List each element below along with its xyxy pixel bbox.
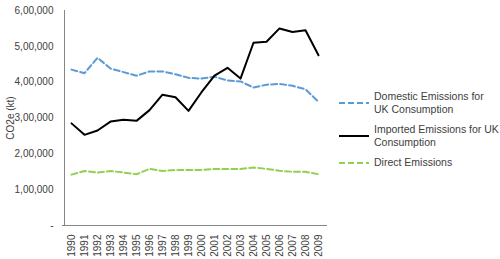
svg-text:2006: 2006	[274, 234, 285, 257]
svg-text:6,00,000: 6,00,000	[15, 5, 54, 16]
svg-text:1997: 1997	[157, 234, 168, 257]
svg-text:1993: 1993	[105, 234, 116, 257]
svg-text:2000: 2000	[196, 234, 207, 257]
svg-text:2002: 2002	[222, 234, 233, 257]
svg-text:1992: 1992	[92, 234, 103, 257]
svg-text:2009: 2009	[313, 234, 324, 257]
svg-text:2003: 2003	[235, 234, 246, 257]
svg-text:2005: 2005	[261, 234, 272, 257]
svg-text:2007: 2007	[287, 234, 298, 257]
svg-text:1994: 1994	[118, 234, 129, 257]
svg-text:1995: 1995	[131, 234, 142, 257]
svg-text:3,00,000: 3,00,000	[15, 112, 54, 123]
svg-text:4,00,000: 4,00,000	[15, 76, 54, 87]
svg-text:1999: 1999	[183, 234, 194, 257]
svg-text:1991: 1991	[79, 234, 90, 257]
svg-text:-: -	[50, 220, 53, 231]
svg-text:1,00,000: 1,00,000	[15, 184, 54, 195]
html-text:Imported Emissions for UK Cons: Imported Emissions for UK Consumption	[374, 123, 499, 148]
svg-text:2,00,000: 2,00,000	[15, 148, 54, 159]
svg-text:1996: 1996	[144, 234, 155, 257]
svg-text:1990: 1990	[66, 234, 77, 257]
svg-text:2004: 2004	[248, 234, 259, 257]
svg-text:2008: 2008	[300, 234, 311, 257]
html-text:Direct Emissions: Direct Emissions	[374, 156, 453, 169]
svg-text:CO2e (kt): CO2e (kt)	[5, 96, 16, 139]
svg-text:1998: 1998	[170, 234, 181, 257]
svg-text:2001: 2001	[209, 234, 220, 257]
svg-text:5,00,000: 5,00,000	[15, 41, 54, 52]
html-text:Domestic Emissions for UK Cons: Domestic Emissions for UK Consumption	[374, 90, 484, 115]
